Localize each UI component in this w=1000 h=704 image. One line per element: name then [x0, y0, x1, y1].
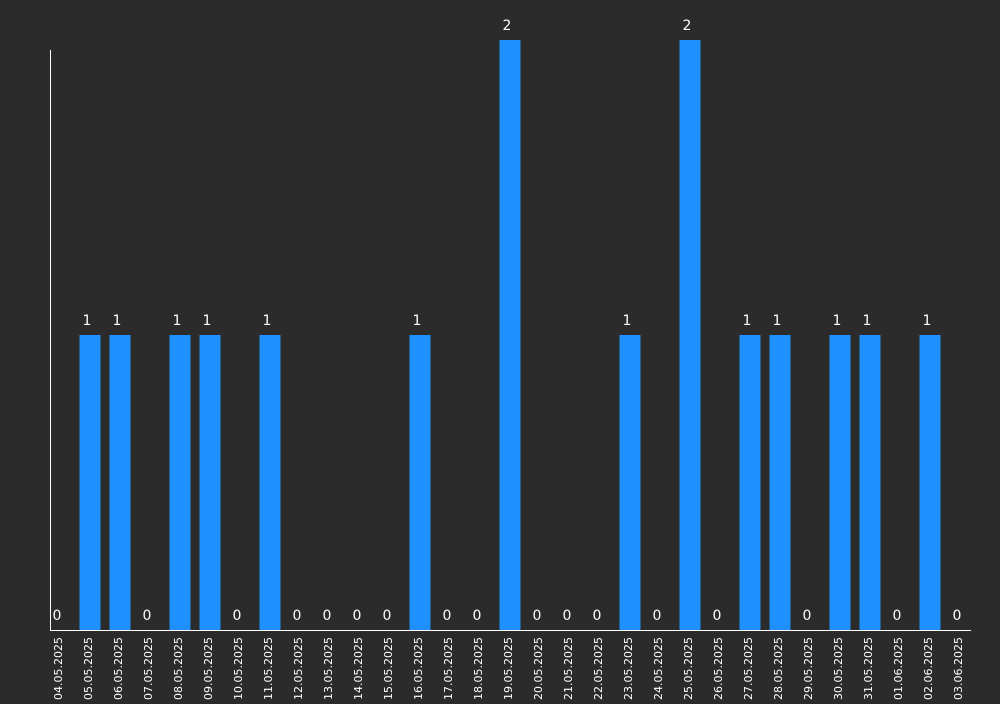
value-label-03.06.2025: 0 — [953, 608, 962, 624]
value-label-05.05.2025: 1 — [83, 313, 92, 329]
bar-25.05.2025 — [679, 40, 701, 630]
bar-02.06.2025 — [919, 335, 941, 630]
x-tick-label-05.05.2025: 05.05.2025 — [82, 637, 95, 700]
value-label-31.05.2025: 1 — [863, 313, 872, 329]
x-tick-label-25.05.2025: 25.05.2025 — [682, 637, 695, 700]
bar-09.05.2025 — [199, 335, 221, 630]
value-label-16.05.2025: 1 — [413, 313, 422, 329]
x-tick-labels-layer: 04.05.2025 05.05.2025 06.05.2025 07.05.2025… — [52, 637, 965, 700]
bar-28.05.2025 — [769, 335, 791, 630]
value-label-19.05.2025: 2 — [503, 18, 512, 34]
x-tick-label-07.05.2025: 07.05.2025 — [142, 637, 155, 700]
value-label-27.05.2025: 1 — [743, 313, 752, 329]
x-tick-label-27.05.2025: 27.05.2025 — [742, 637, 755, 700]
x-tick-label-20.05.2025: 20.05.2025 — [532, 637, 545, 700]
x-tick-label-09.05.2025: 09.05.2025 — [202, 637, 215, 700]
x-tick-label-26.05.2025: 26.05.2025 — [712, 637, 725, 700]
x-tick-label-30.05.2025: 30.05.2025 — [832, 637, 845, 700]
value-label-12.05.2025: 0 — [293, 608, 302, 624]
x-tick-label-22.05.2025: 22.05.2025 — [592, 637, 605, 700]
value-labels-layer: 0 1 1 0 1 1 0 1 0 0 0 0 1 0 0 2 0 0 0 1 0 2 0 1 1 0 1 1 0 1 0 — [53, 18, 962, 624]
value-label-23.05.2025: 1 — [623, 313, 632, 329]
x-tick-label-13.05.2025: 13.05.2025 — [322, 637, 335, 700]
x-tick-label-28.05.2025: 28.05.2025 — [772, 637, 785, 700]
x-tick-label-06.05.2025: 06.05.2025 — [112, 637, 125, 700]
value-label-07.05.2025: 0 — [143, 608, 152, 624]
value-label-09.05.2025: 1 — [203, 313, 212, 329]
value-label-28.05.2025: 1 — [773, 313, 782, 329]
value-label-08.05.2025: 1 — [173, 313, 182, 329]
x-tick-label-16.05.2025: 16.05.2025 — [412, 637, 425, 700]
value-label-04.05.2025: 0 — [53, 608, 62, 624]
bar-31.05.2025 — [859, 335, 881, 630]
bar-05.05.2025 — [79, 335, 101, 630]
bars-layer — [79, 40, 941, 630]
value-label-30.05.2025: 1 — [833, 313, 842, 329]
value-label-22.05.2025: 0 — [593, 608, 602, 624]
x-tick-label-17.05.2025: 17.05.2025 — [442, 637, 455, 700]
bar-27.05.2025 — [739, 335, 761, 630]
x-tick-label-08.05.2025: 08.05.2025 — [172, 637, 185, 700]
value-label-15.05.2025: 0 — [383, 608, 392, 624]
x-tick-label-29.05.2025: 29.05.2025 — [802, 637, 815, 700]
value-label-11.05.2025: 1 — [263, 313, 272, 329]
x-tick-label-01.06.2025: 01.06.2025 — [892, 637, 905, 700]
x-tick-label-10.05.2025: 10.05.2025 — [232, 637, 245, 700]
bar-19.05.2025 — [499, 40, 521, 630]
x-tick-label-21.05.2025: 21.05.2025 — [562, 637, 575, 700]
value-label-01.06.2025: 0 — [893, 608, 902, 624]
value-label-29.05.2025: 0 — [803, 608, 812, 624]
bar-23.05.2025 — [619, 335, 641, 630]
x-tick-label-12.05.2025: 12.05.2025 — [292, 637, 305, 700]
value-label-18.05.2025: 0 — [473, 608, 482, 624]
x-tick-label-03.06.2025: 03.06.2025 — [952, 637, 965, 700]
x-tick-label-14.05.2025: 14.05.2025 — [352, 637, 365, 700]
x-tick-label-15.05.2025: 15.05.2025 — [382, 637, 395, 700]
x-tick-label-18.05.2025: 18.05.2025 — [472, 637, 485, 700]
x-tick-label-24.05.2025: 24.05.2025 — [652, 637, 665, 700]
bar-30.05.2025 — [829, 335, 851, 630]
value-label-24.05.2025: 0 — [653, 608, 662, 624]
value-label-20.05.2025: 0 — [533, 608, 542, 624]
bar-11.05.2025 — [259, 335, 281, 630]
value-label-25.05.2025: 2 — [683, 18, 692, 34]
x-tick-label-04.05.2025: 04.05.2025 — [52, 637, 65, 700]
value-label-21.05.2025: 0 — [563, 608, 572, 624]
value-label-02.06.2025: 1 — [923, 313, 932, 329]
bar-08.05.2025 — [169, 335, 191, 630]
x-tick-label-02.06.2025: 02.06.2025 — [922, 637, 935, 700]
value-label-06.05.2025: 1 — [113, 313, 122, 329]
value-label-14.05.2025: 0 — [353, 608, 362, 624]
x-tick-label-19.05.2025: 19.05.2025 — [502, 637, 515, 700]
x-tick-label-31.05.2025: 31.05.2025 — [862, 637, 875, 700]
bar-06.05.2025 — [109, 335, 131, 630]
value-label-10.05.2025: 0 — [233, 608, 242, 624]
x-tick-label-23.05.2025: 23.05.2025 — [622, 637, 635, 700]
value-label-13.05.2025: 0 — [323, 608, 332, 624]
x-tick-label-11.05.2025: 11.05.2025 — [262, 637, 275, 700]
bar-16.05.2025 — [409, 335, 431, 630]
value-label-26.05.2025: 0 — [713, 608, 722, 624]
value-label-17.05.2025: 0 — [443, 608, 452, 624]
